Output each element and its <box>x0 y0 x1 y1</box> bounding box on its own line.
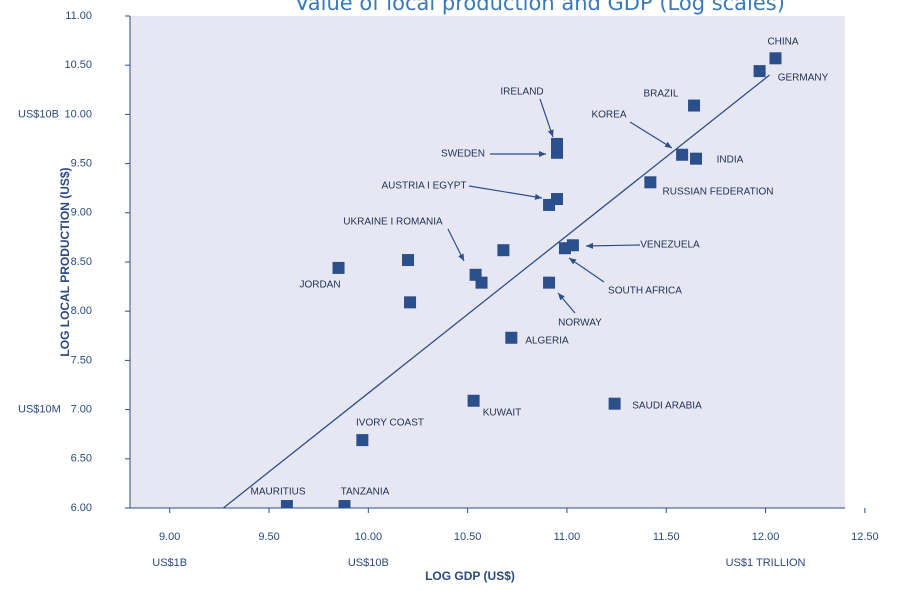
y-tick-label: 10.00 <box>64 108 92 120</box>
point <box>753 65 766 78</box>
x-tick-label: 9.50 <box>258 531 279 543</box>
y-tick-label: 9.50 <box>71 158 92 170</box>
point <box>608 397 621 410</box>
annotation: SOUTH AFRICA <box>608 286 682 297</box>
annotation: INDIA <box>717 155 744 166</box>
annotation: SAUDI ARABIA <box>632 401 702 412</box>
annotation-arrow <box>568 257 605 283</box>
annotation-arrow <box>585 242 641 249</box>
point <box>475 276 488 289</box>
point <box>505 331 518 344</box>
point <box>551 146 564 159</box>
point <box>644 176 657 189</box>
annotation-arrow <box>468 185 543 200</box>
chart-title: Value of local production and GDP (Log s… <box>295 0 785 15</box>
y-dollar-label: US$10M <box>18 404 61 416</box>
annotation-arrow <box>447 228 465 262</box>
trend-line <box>222 74 770 508</box>
point <box>688 99 701 112</box>
y-tick-label: 9.00 <box>71 207 92 219</box>
plot-content <box>222 52 782 508</box>
point <box>690 152 703 165</box>
annotation: BRAZIL <box>643 89 678 100</box>
x-dollar-label: US$1 TRILLION <box>726 557 806 569</box>
point <box>467 394 480 407</box>
x-dollar-label: US$10B <box>348 557 389 569</box>
y-tick-label: 6.00 <box>71 502 92 514</box>
y-tick-label: 8.00 <box>71 305 92 317</box>
x-tick-label: 10.50 <box>454 531 482 543</box>
point <box>676 148 689 161</box>
annotation: IVORY COAST <box>356 418 424 429</box>
annotation: IRELAND <box>500 87 543 98</box>
annotation: UKRAINE I ROMANIA <box>343 217 443 228</box>
annotation-arrow <box>629 121 673 149</box>
annotation: KOREA <box>591 110 626 121</box>
point <box>497 244 510 257</box>
x-tick-label: 11.00 <box>554 531 581 543</box>
point <box>543 198 556 211</box>
plot-area <box>130 16 845 508</box>
y-tick-label: 7.50 <box>71 354 92 366</box>
x-axis-label: LOG GDP (US$) <box>425 569 515 583</box>
y-axis-label: LOG LOCAL PRODUCTION (US$) <box>58 167 72 356</box>
annotation: AUSTRIA I EGYPT <box>381 181 466 192</box>
x-tick-label: 11.50 <box>653 531 680 543</box>
point <box>332 261 345 274</box>
annotation-arrow <box>557 292 576 314</box>
point <box>280 500 293 508</box>
x-dollar-label: US$1B <box>152 557 187 569</box>
annotation: NORWAY <box>558 318 602 329</box>
y-tick-label: 6.50 <box>71 453 92 465</box>
y-tick-label: 11.00 <box>65 10 92 22</box>
y-tick-label: 8.50 <box>71 256 92 268</box>
annotation: TANZANIA <box>341 487 390 498</box>
x-tick-label: 9.00 <box>159 531 180 543</box>
annotation-arrow <box>539 98 554 138</box>
point <box>769 52 782 65</box>
point <box>404 296 417 309</box>
x-tick-label: 12.00 <box>752 531 780 543</box>
x-tick-label: 10.00 <box>355 531 383 543</box>
point <box>402 254 415 267</box>
annotation: RUSSIAN FEDERATION <box>663 187 774 198</box>
annotation: VENEZUELA <box>640 240 700 251</box>
point <box>356 434 369 447</box>
annotation: CHINA <box>767 37 798 48</box>
y-tick-label: 10.50 <box>64 59 92 71</box>
x-tick-label: 12.50 <box>851 531 879 543</box>
point <box>558 242 571 255</box>
annotation: GERMANY <box>778 73 829 84</box>
point <box>543 276 556 289</box>
annotation: JORDAN <box>299 280 340 291</box>
y-tick-label: 7.00 <box>71 404 92 416</box>
annotation: MAURITIUS <box>251 487 306 498</box>
annotation: ALGERIA <box>525 336 569 347</box>
point <box>338 500 351 508</box>
y-dollar-label: US$10B <box>18 108 59 120</box>
annotation: KUWAIT <box>483 408 522 419</box>
annotation: SWEDEN <box>441 149 485 160</box>
